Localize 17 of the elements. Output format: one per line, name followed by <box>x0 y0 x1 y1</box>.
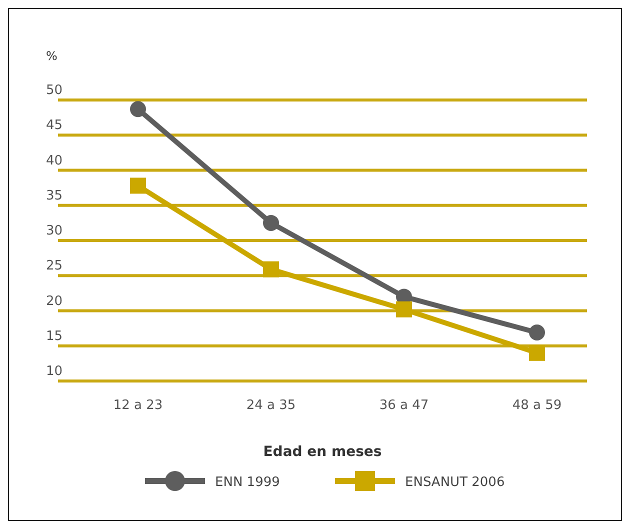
legend-label: ENN 1999 <box>215 475 280 490</box>
y-tick-label: 10 <box>46 364 63 379</box>
x-tick-label: 48 a 59 <box>512 398 562 413</box>
y-tick-label: 20 <box>46 294 63 309</box>
y-tick-label: 15 <box>46 328 63 344</box>
y-tick-label: 25 <box>46 258 63 274</box>
legend-label: ENSANUT 2006 <box>405 475 505 490</box>
y-axis-title: % <box>46 49 58 63</box>
x-tick-label: 12 a 23 <box>113 398 163 413</box>
y-tick-label: 50 <box>46 83 63 98</box>
y-tick-label: 45 <box>46 118 63 134</box>
y-tick-label: 40 <box>46 153 63 168</box>
y-tick-label: 35 <box>46 188 63 204</box>
y-tick-label: 30 <box>46 224 63 238</box>
x-tick-label: 24 a 35 <box>246 398 296 413</box>
x-axis-title: Edad en meses <box>263 444 382 460</box>
x-tick-label: 36 a 47 <box>379 398 429 413</box>
